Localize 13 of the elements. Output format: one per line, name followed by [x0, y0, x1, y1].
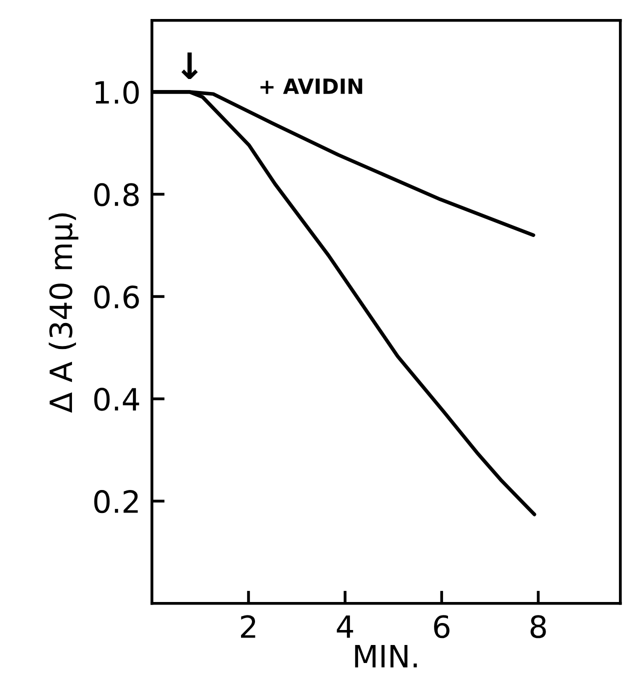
y-tick-label: 1.0 — [96, 80, 139, 104]
y-tick-label: 0.2 — [94, 490, 138, 514]
y-tick-label: 0.6 — [94, 285, 139, 309]
x-tick-label: 4 — [336, 615, 354, 638]
x-axis-title: MIN. — [355, 645, 417, 668]
x-tick-label: 2 — [241, 615, 256, 638]
y-tick-label: 0.8 — [94, 183, 139, 206]
y-tick-label: 0.4 — [94, 388, 140, 411]
series-label: + AVIDIN — [260, 78, 362, 94]
y-axis-title: Δ A (340 mμ) — [48, 213, 78, 413]
x-tick-label: 6 — [434, 615, 450, 638]
annotation: ↓ — [181, 52, 198, 80]
x-tick-label: 8 — [530, 615, 546, 638]
